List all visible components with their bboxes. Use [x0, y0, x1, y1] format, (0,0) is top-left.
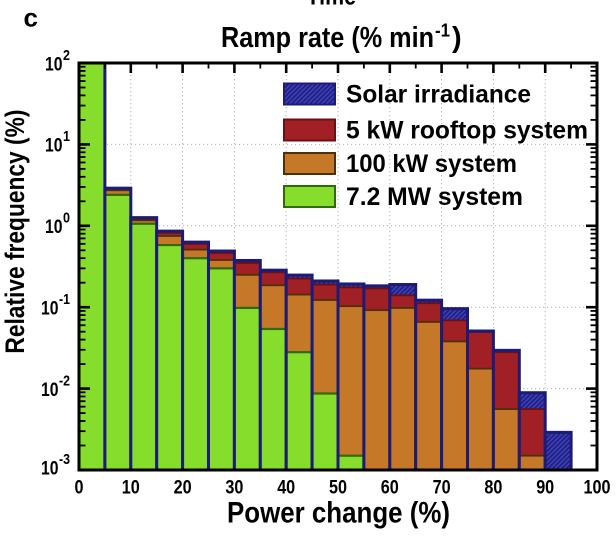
- svg-text:Time: Time: [307, 0, 357, 11]
- svg-text:20: 20: [174, 477, 192, 499]
- svg-text:10: 10: [45, 54, 63, 76]
- svg-text:2: 2: [63, 48, 70, 64]
- svg-text:5 kW rooftop system: 5 kW rooftop system: [346, 117, 588, 145]
- svg-text:1: 1: [63, 129, 70, 145]
- svg-text:-1: -1: [59, 292, 70, 308]
- svg-text:0: 0: [63, 211, 70, 227]
- svg-text:50: 50: [329, 477, 347, 499]
- svg-text:10: 10: [45, 135, 63, 157]
- svg-text:0: 0: [75, 477, 84, 499]
- svg-text:10: 10: [45, 216, 63, 238]
- svg-text:30: 30: [225, 477, 243, 499]
- svg-text:90: 90: [536, 477, 554, 499]
- svg-text:Ramp rate (% min: Ramp rate (% min: [221, 22, 434, 54]
- svg-text:c: c: [24, 3, 38, 33]
- svg-text:60: 60: [381, 477, 399, 499]
- svg-text:100 kW system: 100 kW system: [346, 150, 517, 178]
- svg-text:40: 40: [277, 477, 295, 499]
- svg-text:10: 10: [122, 477, 140, 499]
- svg-text:10: 10: [41, 458, 59, 480]
- svg-text:80: 80: [484, 477, 502, 499]
- svg-text:-2: -2: [59, 374, 70, 390]
- svg-text:100: 100: [584, 477, 611, 499]
- svg-text:-1: -1: [435, 21, 450, 41]
- svg-text:7.2 MW system: 7.2 MW system: [346, 183, 523, 211]
- svg-text:Solar irradiance: Solar irradiance: [346, 81, 531, 109]
- svg-text:Relative frequency (%): Relative frequency (%): [0, 110, 30, 354]
- svg-text:10: 10: [41, 379, 59, 401]
- svg-text:-3: -3: [59, 452, 70, 468]
- svg-text:): ): [452, 22, 462, 54]
- svg-text:10: 10: [41, 298, 59, 320]
- svg-text:Power change (%): Power change (%): [227, 497, 450, 530]
- svg-text:70: 70: [433, 477, 451, 499]
